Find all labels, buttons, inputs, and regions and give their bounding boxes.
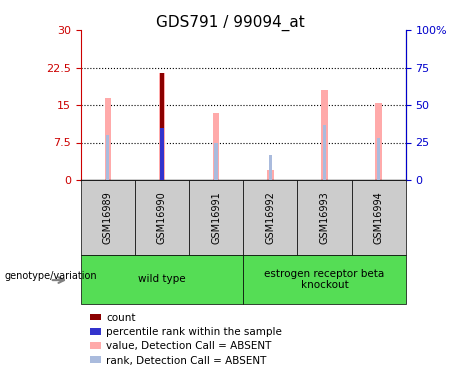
Text: percentile rank within the sample: percentile rank within the sample	[106, 327, 282, 337]
Bar	[321, 90, 328, 180]
Bar	[160, 128, 164, 180]
Bar	[323, 125, 326, 180]
Text: estrogen receptor beta
knockout: estrogen receptor beta knockout	[264, 268, 384, 290]
Bar	[375, 102, 382, 180]
Bar	[159, 72, 165, 180]
Bar	[160, 72, 164, 180]
Bar	[377, 138, 380, 180]
Text: wild type: wild type	[138, 274, 186, 284]
Text: GSM16990: GSM16990	[157, 191, 167, 244]
Bar	[213, 112, 219, 180]
Text: GSM16993: GSM16993	[319, 191, 330, 244]
Bar	[105, 98, 111, 180]
Bar	[269, 155, 272, 180]
Text: GDS791 / 99094_at: GDS791 / 99094_at	[156, 15, 305, 31]
Bar	[267, 170, 273, 180]
Text: GSM16992: GSM16992	[265, 191, 275, 244]
Text: rank, Detection Call = ABSENT: rank, Detection Call = ABSENT	[106, 356, 266, 366]
Bar	[160, 128, 164, 180]
Text: genotype/variation: genotype/variation	[5, 271, 97, 280]
Text: count: count	[106, 313, 136, 323]
Text: value, Detection Call = ABSENT: value, Detection Call = ABSENT	[106, 342, 272, 351]
Bar	[214, 142, 218, 180]
Text: GSM16994: GSM16994	[373, 191, 384, 244]
Text: GSM16989: GSM16989	[103, 191, 113, 244]
Text: GSM16991: GSM16991	[211, 191, 221, 244]
Bar	[106, 135, 109, 180]
